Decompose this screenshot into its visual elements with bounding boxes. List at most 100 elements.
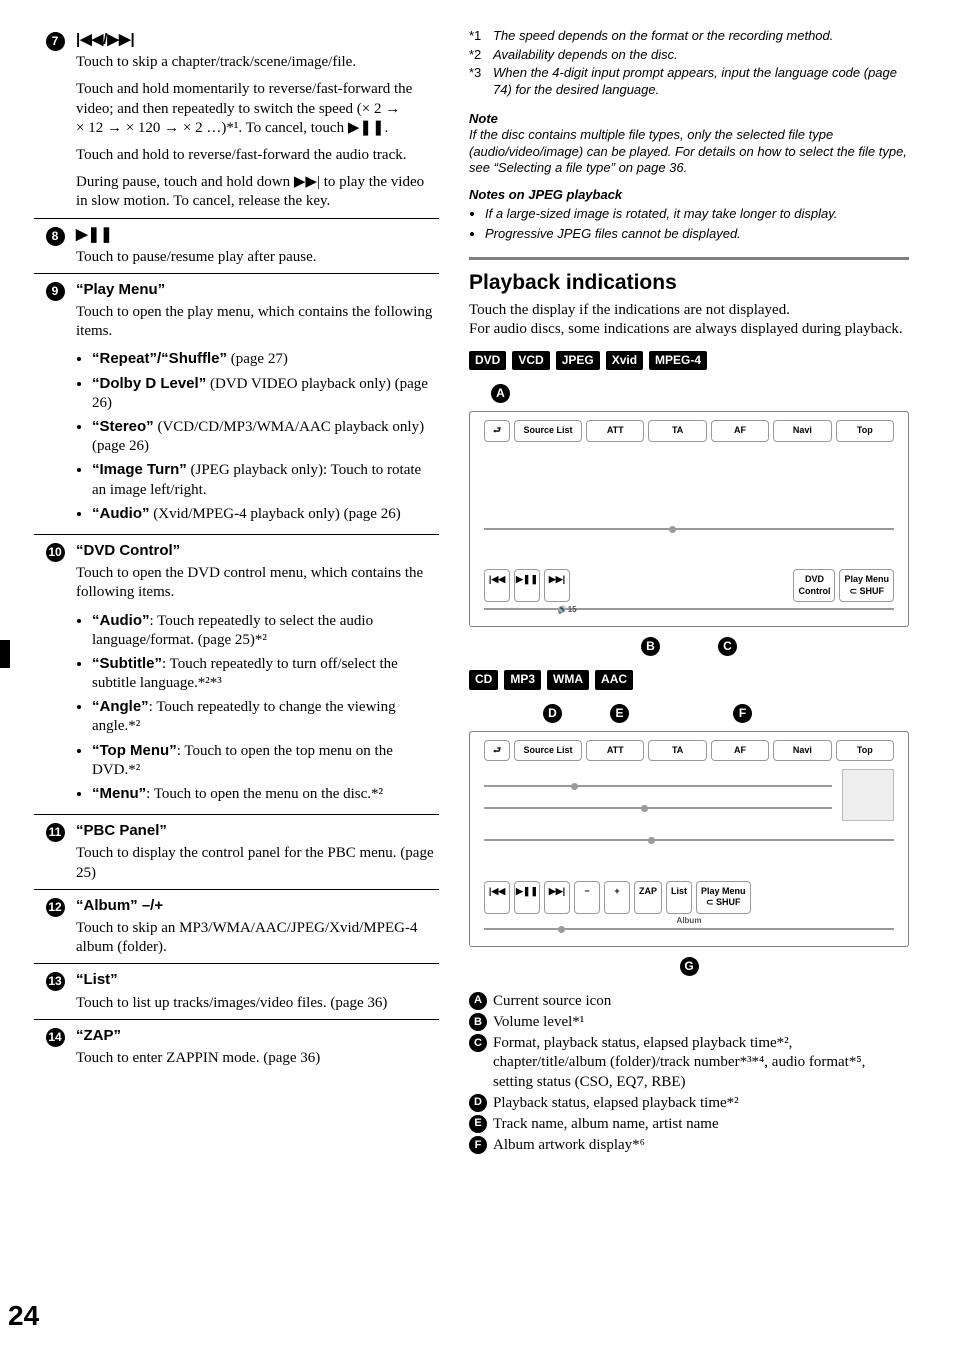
note-body: If the disc contains multiple file types… <box>469 127 909 177</box>
entry-heading: “ZAP” <box>76 1026 439 1045</box>
ui-button[interactable]: Play Menu ⊂ SHUF <box>839 569 894 602</box>
legend-letter: E <box>469 1115 487 1133</box>
entry-number-badge: 12 <box>46 898 65 917</box>
format-tag: Xvid <box>606 351 643 370</box>
jpeg-notes-list: If a large-sized image is rotated, it ma… <box>469 206 909 243</box>
control-entry: 13 “List” Touch to list up tracks/images/v… <box>34 963 439 1018</box>
format-tag: CD <box>469 670 498 689</box>
ui-button[interactable]: AF <box>711 740 769 762</box>
legend-text: Album artwork display*⁶ <box>493 1136 645 1155</box>
control-entry: 8▶❚❚Touch to pause/resume play after pau… <box>34 218 439 273</box>
legend-letter: C <box>469 1034 487 1052</box>
entry-bullet: “Subtitle”: Touch repeatedly to turn off… <box>92 654 439 693</box>
ui-button[interactable]: TA <box>648 740 706 762</box>
entry-paragraph: Touch to enter ZAPPIN mode. (page 36) <box>76 1049 439 1068</box>
entry-paragraph: Touch and hold to reverse/fast-forward t… <box>76 146 439 165</box>
entry-paragraph: Touch to open the play menu, which conta… <box>76 303 439 341</box>
entry-bullet: “Image Turn” (JPEG playback only): Touch… <box>92 460 439 499</box>
ui-button[interactable]: Source List <box>514 740 582 762</box>
control-entry: 14“ZAP”Touch to enter ZAPPIN mode. (page… <box>34 1019 439 1074</box>
back-icon[interactable]: ⮐ <box>484 420 510 442</box>
note-title: Note <box>469 111 909 128</box>
ui-button[interactable]: Top <box>836 740 894 762</box>
legend: A Current source icon BVolume level*¹ C Form… <box>469 990 909 1158</box>
callout-B: B <box>641 637 660 656</box>
entry-paragraph: Touch and hold momentarily to reverse/fa… <box>76 80 439 138</box>
callout-F: F <box>733 704 752 723</box>
format-tag: MP3 <box>504 670 541 689</box>
volume-readout: 🔊15 <box>558 605 577 615</box>
ui-button[interactable]: + <box>604 881 630 914</box>
ui-button[interactable]: AF <box>711 420 769 442</box>
callout-E: E <box>610 704 629 723</box>
entry-paragraph: Touch to display the control panel for t… <box>76 844 439 882</box>
entry-heading: |◀◀/▶▶| <box>76 30 439 49</box>
control-entry: 7|◀◀/▶▶|Touch to skip a chapter/track/sc… <box>34 28 439 218</box>
ui-button[interactable]: ZAP <box>634 881 662 914</box>
entry-bullet: “Audio”: Touch repeatedly to select the … <box>92 611 439 650</box>
format-tag: MPEG-4 <box>649 351 707 370</box>
format-tag: AAC <box>595 670 633 689</box>
transport-icon[interactable]: |◀◀ <box>484 881 510 914</box>
transport-icon[interactable]: ▶▶| <box>544 881 570 914</box>
legend-text: Current source icon <box>493 992 611 1011</box>
entry-bullet: “Angle”: Touch repeatedly to change the … <box>92 697 439 736</box>
entry-heading: “List” <box>76 970 439 989</box>
legend-letter: D <box>469 1094 487 1112</box>
format-tags-audio: CDMP3WMAAAC <box>469 670 909 689</box>
legend-row: A Current source icon <box>469 992 909 1011</box>
ui-button[interactable]: Navi <box>773 420 831 442</box>
callout-G: G <box>680 957 699 976</box>
callout-D: D <box>543 704 562 723</box>
entry-number-badge: 13 <box>46 972 65 991</box>
legend-row: BVolume level*¹ <box>469 1013 909 1032</box>
legend-letter: F <box>469 1136 487 1154</box>
format-tag: VCD <box>512 351 549 370</box>
ui-button[interactable]: Top <box>836 420 894 442</box>
section-body: Touch the display if the indications are… <box>469 301 909 339</box>
entry-number-badge: 8 <box>46 227 65 246</box>
format-tag: JPEG <box>556 351 600 370</box>
ui-button[interactable]: List <box>666 881 692 914</box>
callout-A: A <box>491 384 510 403</box>
entry-bullet: “Repeat”/“Shuffle” (page 27) <box>92 349 439 369</box>
entry-number-badge: 9 <box>46 282 65 301</box>
album-art-placeholder <box>842 769 894 821</box>
control-entry: 12“Album” –/+Touch to skip an MP3/WMA/AA… <box>34 889 439 964</box>
entry-bullet: “Top Menu”: Touch to open the top menu o… <box>92 741 439 780</box>
jpeg-notes-title: Notes on JPEG playback <box>469 187 909 204</box>
ui-button[interactable]: DVD Control <box>793 569 835 602</box>
section-tab <box>0 640 10 668</box>
ui-button[interactable]: ATT <box>586 420 644 442</box>
legend-letter: A <box>469 992 487 1010</box>
entry-number-badge: 10 <box>46 543 65 562</box>
entry-paragraph: Touch to list up tracks/images/video fil… <box>76 994 439 1013</box>
right-column: *1The speed depends on the format or the… <box>469 28 909 1332</box>
page-number: 24 <box>8 1298 39 1334</box>
legend-letter: B <box>469 1013 487 1031</box>
transport-icon[interactable]: ▶❚❚ <box>514 569 540 602</box>
back-icon[interactable]: ⮐ <box>484 740 510 762</box>
entry-bullet: “Menu”: Touch to open the menu on the di… <box>92 784 439 804</box>
ui-button[interactable]: Play Menu ⊂ SHUF <box>696 881 751 914</box>
entry-paragraph: Touch to skip a chapter/track/scene/imag… <box>76 53 439 72</box>
transport-icon[interactable]: ▶❚❚ <box>514 881 540 914</box>
ui-button[interactable]: Source List <box>514 420 582 442</box>
footnote: *2Availability depends on the disc. <box>469 47 909 64</box>
ui-button[interactable]: − <box>574 881 600 914</box>
ui-button[interactable]: Navi <box>773 740 831 762</box>
ui-button[interactable]: ATT <box>586 740 644 762</box>
transport-icon[interactable]: ▶▶| <box>544 569 570 602</box>
ui-button[interactable]: TA <box>648 420 706 442</box>
legend-text: Format, playback status, elapsed playbac… <box>493 1034 909 1092</box>
album-label: Album <box>484 916 894 926</box>
transport-icon[interactable]: |◀◀ <box>484 569 510 602</box>
footnote: *3When the 4-digit input prompt appears,… <box>469 65 909 98</box>
entry-bullet-list: “Audio”: Touch repeatedly to select the … <box>76 611 439 805</box>
callout-C: C <box>718 637 737 656</box>
entry-number-badge: 11 <box>46 823 65 842</box>
jpeg-note-item: Progressive JPEG files cannot be display… <box>485 226 909 243</box>
entry-bullet: “Audio” (Xvid/MPEG-4 playback only) (pag… <box>92 504 439 524</box>
entry-heading: “PBC Panel” <box>76 821 439 840</box>
entry-heading: “Album” –/+ <box>76 896 439 915</box>
